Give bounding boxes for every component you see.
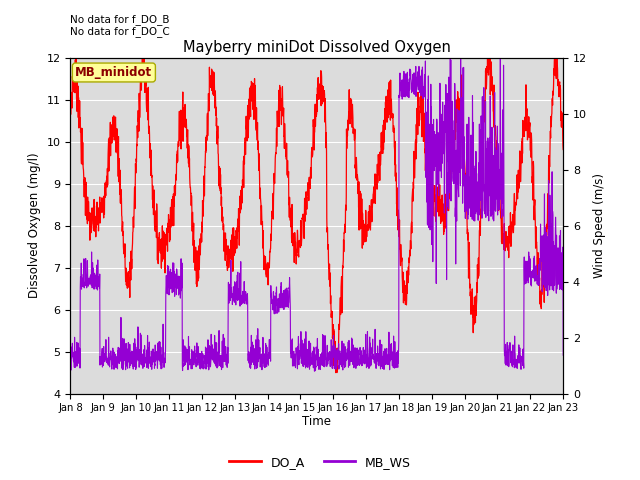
- Legend: DO_A, MB_WS: DO_A, MB_WS: [224, 451, 416, 474]
- Y-axis label: Wind Speed (m/s): Wind Speed (m/s): [593, 173, 605, 278]
- Text: MB_minidot: MB_minidot: [76, 66, 152, 79]
- X-axis label: Time: Time: [302, 415, 332, 428]
- Text: No data for f_DO_B
No data for f_DO_C: No data for f_DO_B No data for f_DO_C: [70, 14, 170, 37]
- Title: Mayberry miniDot Dissolved Oxygen: Mayberry miniDot Dissolved Oxygen: [183, 40, 451, 55]
- Y-axis label: Dissolved Oxygen (mg/l): Dissolved Oxygen (mg/l): [28, 153, 41, 299]
